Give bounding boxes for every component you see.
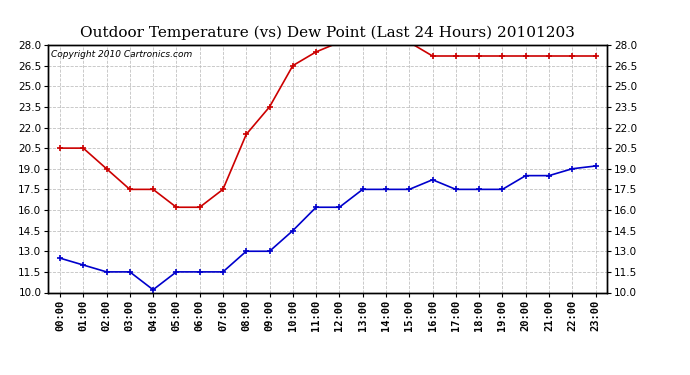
Text: Copyright 2010 Cartronics.com: Copyright 2010 Cartronics.com [51,50,193,59]
Title: Outdoor Temperature (vs) Dew Point (Last 24 Hours) 20101203: Outdoor Temperature (vs) Dew Point (Last… [80,25,575,40]
